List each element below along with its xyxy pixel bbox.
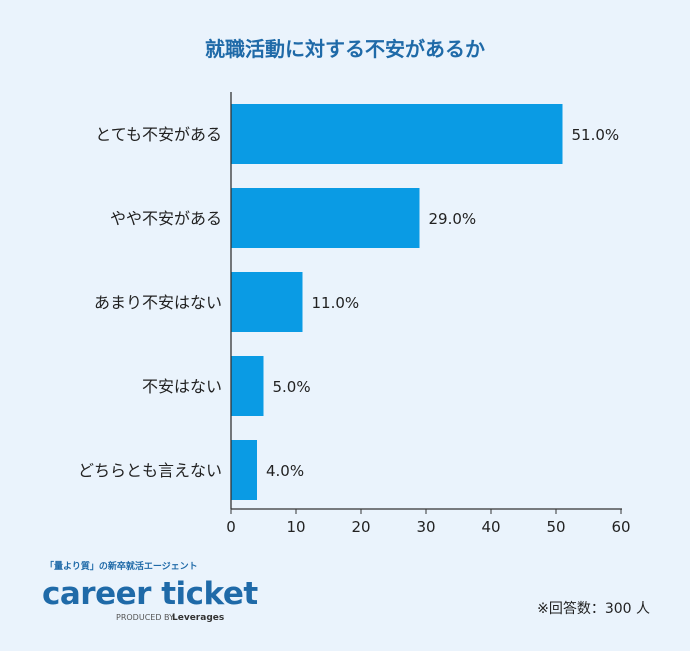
logo-produced-by: PRODUCED BY	[116, 613, 174, 622]
category-label: あまり不安はない	[94, 293, 222, 312]
logo: 「量より質」の新卒就活エージェント career ticket PRODUCED…	[42, 560, 259, 623]
category-label: どちらとも言えない	[78, 461, 222, 480]
bar	[231, 188, 420, 248]
logo-name: career ticket	[42, 576, 258, 612]
bar	[231, 356, 264, 416]
bar	[231, 272, 303, 332]
category-label: 不安はない	[142, 377, 222, 396]
value-label: 11.0%	[312, 294, 360, 312]
logo-brand: Leverages	[172, 613, 224, 623]
x-tick-label: 40	[481, 518, 500, 536]
bar	[231, 440, 257, 500]
value-label: 5.0%	[273, 378, 311, 396]
x-tick-label: 10	[286, 518, 305, 536]
category-label: とても不安がある	[95, 125, 222, 144]
value-label: 51.0%	[572, 126, 620, 144]
value-label: 4.0%	[266, 462, 304, 480]
category-label: やや不安がある	[110, 209, 222, 228]
chart-title: 就職活動に対する不安があるか	[205, 37, 485, 61]
x-tick-label: 50	[546, 518, 565, 536]
response-count-note: ※回答数：300 人	[537, 600, 650, 617]
x-tick-label: 60	[611, 518, 630, 536]
x-tick-label: 0	[226, 518, 236, 536]
x-tick-label: 30	[416, 518, 435, 536]
x-tick-label: 20	[351, 518, 370, 536]
value-label: 29.0%	[429, 210, 477, 228]
logo-tagline: 「量より質」の新卒就活エージェント	[45, 560, 198, 572]
bars-layer: とても不安がある 51.0% やや不安がある 29.0% あまり不安はない 11.0% 不安…	[78, 104, 619, 500]
x-ticks: 0 10 20 30 40 50 60	[226, 509, 631, 536]
bar	[231, 104, 563, 164]
